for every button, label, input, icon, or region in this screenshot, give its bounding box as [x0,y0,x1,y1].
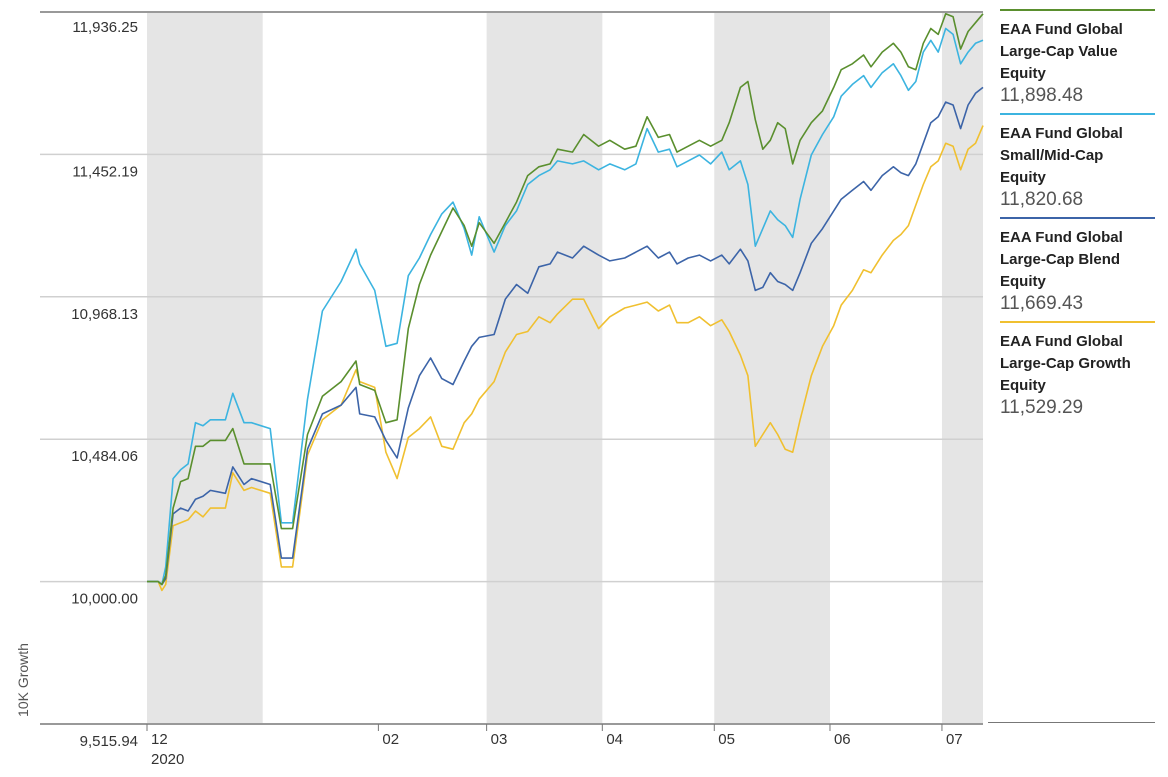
y-tick-label: 10,000.00 [71,591,138,608]
shaded-band [714,12,830,724]
legend-series-value: 11,898.48 [1000,85,1084,106]
x-tick-label: 06 [834,731,851,748]
x-axis: 12 2020 02 03 04 05 06 07 [146,724,963,768]
x-tick-label: 07 [946,731,963,748]
x-tick-label: 02 [382,731,399,748]
series-lines [147,13,984,592]
legend-series-name: EAA Fund Global Large-Cap Value Equity [1000,21,1123,82]
series-line [147,27,984,586]
legend: EAA Fund Global Large-Cap Value Equity 11… [1000,9,1155,425]
series-line [147,13,984,586]
legend-series-name: EAA Fund Global Large-Cap Growth Equity [1000,333,1131,394]
legend-series-value: 11,529.29 [1000,397,1084,418]
legend-series-name: EAA Fund Global Large-Cap Blend Equity [1000,229,1123,290]
y-axis-ticks: 11,936.25 11,452.19 10,968.13 10,484.06 10,0… [71,19,138,750]
y-tick-label: 9,515.94 [80,733,138,750]
legend-item: EAA Fund Global Large-Cap Value Equity 11… [1000,9,1155,107]
series-line [147,125,984,592]
x-tick-label: 05 [718,731,735,748]
shaded-band [486,12,603,724]
legend-item: EAA Fund Global Large-Cap Growth Equity 1… [1000,321,1155,419]
legend-item: EAA Fund Global Large-Cap Blend Equity 11… [1000,217,1155,315]
legend-series-value: 11,669.43 [1000,293,1084,314]
gridlines [40,11,983,725]
y-tick-label: 10,484.06 [71,448,138,465]
legend-item: EAA Fund Global Small/Mid-Cap Equity 11,8… [1000,113,1155,211]
x-tick-label: 04 [606,731,623,748]
x-tick-label: 12 [151,731,168,748]
legend-divider [988,722,1155,723]
legend-series-value: 11,820.68 [1000,189,1084,210]
series-line [147,86,984,586]
y-axis-label: 10K Growth [15,643,31,717]
y-tick-label: 10,968.13 [71,306,138,323]
shaded-band [941,12,983,724]
shaded-bands [147,12,983,724]
shaded-band [147,12,263,724]
legend-series-name: EAA Fund Global Small/Mid-Cap Equity [1000,125,1123,186]
x-tick-sublabel: 2020 [151,751,184,768]
x-tick-label: 03 [491,731,508,748]
y-tick-label: 11,936.25 [72,19,138,36]
y-tick-label: 11,452.19 [72,163,138,180]
